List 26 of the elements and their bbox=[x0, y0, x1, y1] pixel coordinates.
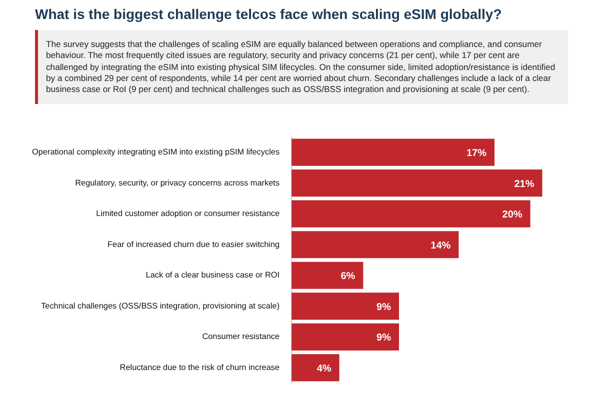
data-label: 6% bbox=[340, 271, 356, 282]
y-tick-label: Consumer resistance bbox=[202, 332, 280, 342]
y-tick-label: Technical challenges (OSS/BSS integration, provisioning at scale) bbox=[41, 301, 280, 310]
data-label: 9% bbox=[376, 302, 392, 313]
y-tick-label: Operational complexity integrating eSIM into existing pSIM lifecycles bbox=[32, 148, 280, 157]
data-label: 4% bbox=[316, 363, 332, 374]
bar bbox=[292, 200, 530, 228]
y-tick-label: Lack of a clear business case or ROI bbox=[146, 270, 280, 280]
bar bbox=[292, 354, 340, 382]
bar bbox=[292, 323, 399, 350]
data-label: 20% bbox=[502, 210, 522, 221]
y-tick-label: Fear of increased churn due to easier switching bbox=[108, 240, 280, 249]
bar bbox=[292, 262, 364, 289]
data-label: 14% bbox=[430, 240, 451, 252]
y-tick-label: Regulatory, security, or privacy concerns across markets bbox=[75, 178, 280, 188]
data-label: 17% bbox=[466, 148, 487, 160]
data-label: 9% bbox=[376, 332, 392, 344]
y-tick-label: Limited customer adoption or consumer resistance bbox=[96, 209, 280, 218]
bar bbox=[292, 292, 399, 320]
bar bbox=[292, 170, 542, 197]
text: The survey suggests that the challenges of scaling eSIM are equally balanced between operations and compliance, and consumer behaviour. The most frequently cited issues are regulatory, security and privacy concerns (21 per cent), while 17 per cent are challenged by integrating the eSIM into existing physical SIM lifecycles. On the consumer side, limited adoption/resistance is identified by a combined 29 per cent of respondents, while 14 per cent are worried about churn. Secondary challenges include a lack of a clear business case or RoI (9 per cent) and technical challenges such as OSS/BSS integration and provisioning at scale (9 per cent). bbox=[35, 30, 568, 104]
bar bbox=[292, 231, 459, 258]
y-tick-label: Reluctance due to the risk of churn increase bbox=[120, 362, 280, 372]
bar bbox=[292, 138, 494, 166]
data-label: 21% bbox=[514, 178, 534, 190]
chart-title: What is the biggest challenge telcos face when scaling eSIM globally? bbox=[35, 6, 502, 22]
